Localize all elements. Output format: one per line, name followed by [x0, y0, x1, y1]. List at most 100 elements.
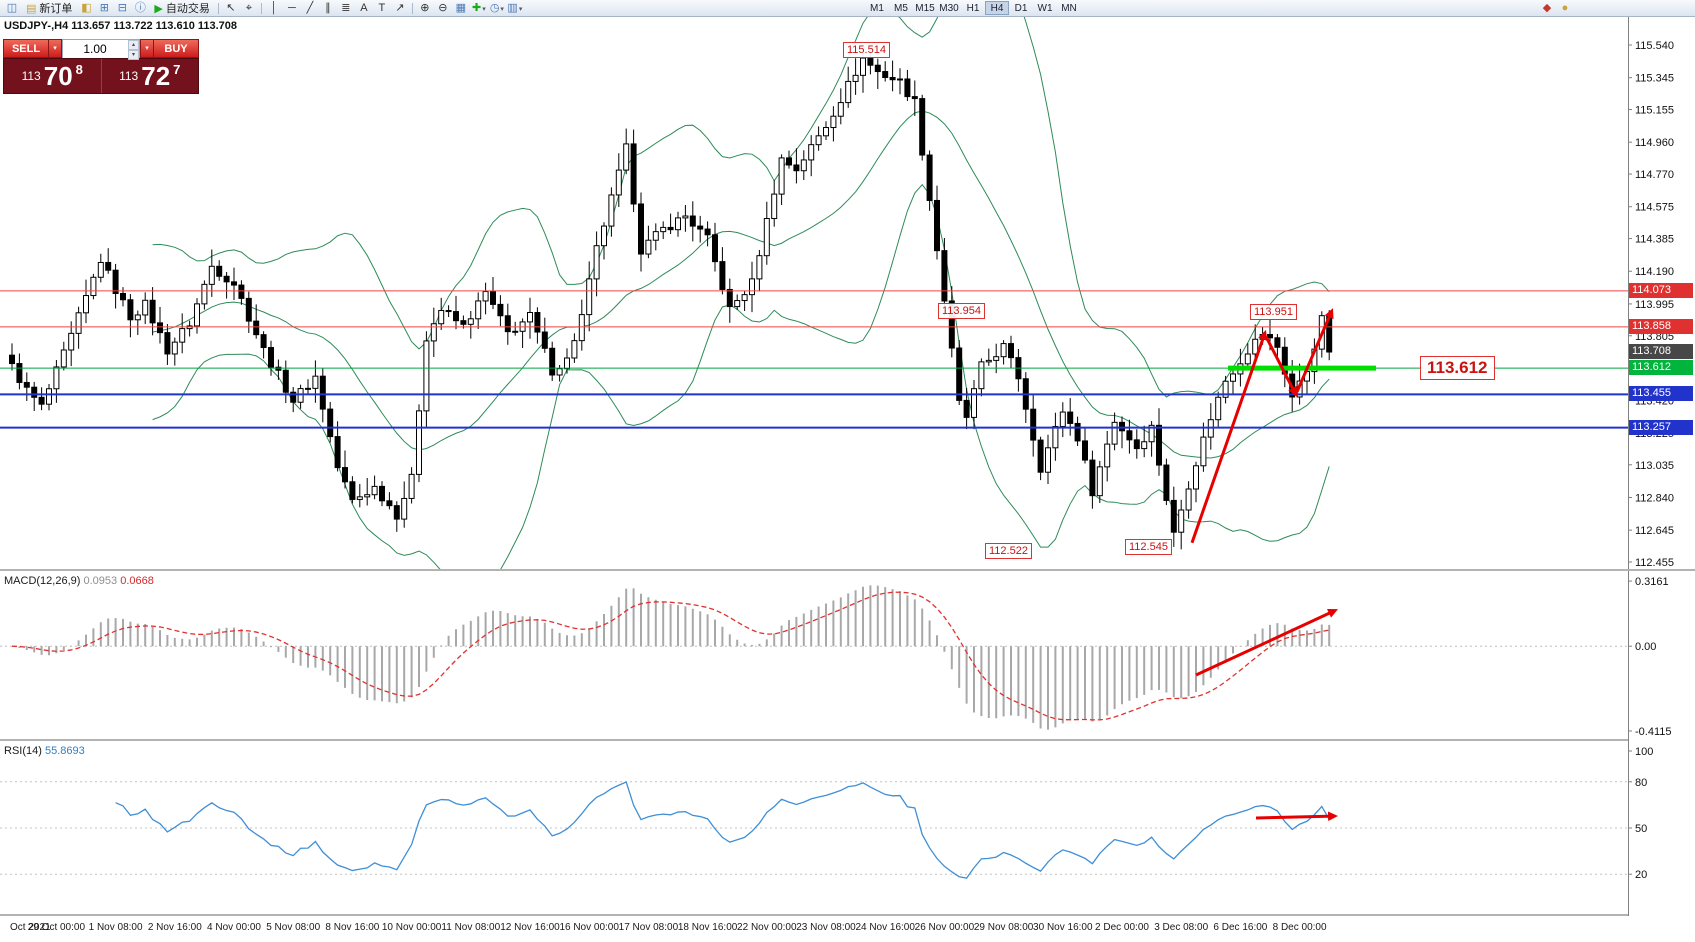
price-axis-tick: 114.575: [1635, 202, 1674, 214]
news-icon[interactable]: ◆: [1539, 1, 1555, 15]
macd-trend-arrow[interactable]: [1195, 608, 1338, 677]
terminal-icon[interactable]: ⊟: [114, 1, 130, 15]
price-tag-113.257[interactable]: 113.257: [1629, 419, 1693, 435]
bollinger-lower-line: [152, 183, 1330, 569]
time-axis-label: 4 Nov 00:00: [207, 922, 261, 933]
navigator-icon[interactable]: ⊞: [96, 1, 112, 15]
tile-windows-icon[interactable]: ▦: [453, 1, 469, 15]
price-tag-113.455[interactable]: 113.455: [1629, 386, 1693, 402]
price-annotation[interactable]: 113.951: [1250, 303, 1297, 320]
price-annotation[interactable]: 112.522: [985, 542, 1032, 559]
new-order-button[interactable]: ▤ 新订单: [21, 1, 77, 16]
volume-down-button[interactable]: ▾: [128, 50, 139, 60]
time-axis-label: 11 Nov 08:00: [441, 922, 501, 933]
help-icon[interactable]: ⓘ: [132, 1, 148, 15]
price-axis-tick: 113.995: [1635, 299, 1674, 311]
trade-controls-row: SELL ▾ ▴ ▾ ▾ BUY: [3, 39, 199, 60]
market-watch-icon[interactable]: ◧: [78, 1, 94, 15]
time-axis-label: 5 Nov 08:00: [266, 922, 321, 933]
autotrade-button-label: 自动交易: [165, 3, 210, 15]
price-annotation[interactable]: 113.612: [1420, 356, 1495, 381]
rsi-trend-arrow[interactable]: [1255, 811, 1338, 822]
time-axis-label: 22 Nov 00:00: [737, 922, 797, 933]
terminal-icon-glyph: ⊟: [117, 2, 128, 14]
fibonacci-icon[interactable]: ≣: [338, 1, 354, 15]
price-annotation[interactable]: 112.545: [1125, 538, 1172, 555]
rsi-svg: 100 80 50 20: [0, 741, 1695, 916]
vline-icon[interactable]: │: [266, 1, 282, 15]
price-axis-tick: 115.155: [1635, 105, 1674, 117]
zoom-in-icon[interactable]: ⊕: [417, 1, 433, 15]
period-icon-glyph: ◷: [489, 2, 500, 14]
template-icon-dropdown[interactable]: ▾: [518, 6, 523, 13]
trend-arrows[interactable]: [1190, 308, 1334, 544]
rsi-panel: 100 80 50 20 RSI(14) 55.8693: [0, 739, 1695, 916]
time-axis-label: 23 Nov 08:00: [796, 922, 856, 933]
macd-axis: 0.3161 0.00 -0.4115: [1628, 571, 1695, 741]
bollinger-middle-line: [152, 110, 1330, 459]
account-icon-glyph: ●: [1561, 2, 1569, 14]
timeframe-button-h1[interactable]: H1: [966, 3, 980, 14]
volume-up-button[interactable]: ▴: [128, 40, 139, 50]
price-annotation[interactable]: 113.954: [938, 303, 985, 320]
timeframe-button-mn[interactable]: MN: [1061, 3, 1077, 14]
text-label-icon-glyph: T: [378, 2, 386, 14]
text-icon[interactable]: A: [356, 1, 372, 15]
horizontal-lines[interactable]: [0, 290, 1628, 429]
sell-button[interactable]: SELL: [3, 39, 49, 58]
timeframe-button-h4[interactable]: H4: [985, 1, 1009, 15]
buy-options-dropdown[interactable]: ▾: [140, 39, 153, 58]
tile-windows-icon-glyph: ▦: [455, 2, 467, 14]
channel-icon[interactable]: ∥: [320, 1, 336, 15]
time-axis-label: 16 Nov 00:00: [559, 922, 619, 933]
price-axis-tick: 113.035: [1635, 460, 1674, 472]
text-label-icon[interactable]: T: [374, 1, 390, 15]
fibonacci-icon-glyph: ≣: [341, 2, 351, 14]
rsi-levels: [0, 781, 1628, 875]
timeframe-button-m5[interactable]: M5: [894, 3, 908, 14]
template-icon[interactable]: ▥▾: [507, 1, 523, 15]
bollinger-upper-line: [152, 17, 1330, 398]
trendline-icon[interactable]: ╱: [302, 1, 318, 15]
arrows-tool-icon[interactable]: ↗: [392, 1, 408, 15]
macd-panel: 0.3161 0.00 -0.4115 MACD(12,26,9) 0.0953 0…: [0, 569, 1695, 741]
indicators-add-icon[interactable]: ✚▾: [471, 1, 487, 15]
time-axis-label: 12 Nov 16:00: [500, 922, 560, 933]
crosshair-icon[interactable]: ⌖: [241, 1, 257, 15]
bid-ask-display: 113 70 8 113 72 7: [3, 58, 199, 94]
rsi-axis-tick: 80: [1635, 777, 1647, 789]
sell-price-prefix: 113: [21, 69, 41, 83]
timeframe-button-w1[interactable]: W1: [1037, 3, 1053, 14]
hline-icon[interactable]: ─: [284, 1, 300, 15]
new-chart-icon[interactable]: ◫: [4, 1, 20, 15]
cursor-icon[interactable]: ↖: [223, 1, 239, 15]
price-tag-114.073[interactable]: 114.073: [1629, 282, 1693, 298]
rsi-axis-tick: 50: [1635, 823, 1647, 835]
sell-price[interactable]: 113 70 8: [4, 59, 101, 93]
time-axis-label: Oct 2021: [10, 922, 51, 933]
period-icon[interactable]: ◷▾: [489, 1, 505, 15]
buy-button[interactable]: BUY: [153, 39, 199, 58]
sell-options-dropdown[interactable]: ▾: [49, 39, 62, 58]
timeframe-button-m1[interactable]: M1: [870, 3, 884, 14]
rsi-value: 55.8693: [44, 745, 85, 757]
price-tag-113.612[interactable]: 113.612: [1629, 360, 1693, 376]
time-axis-label: 18 Nov 16:00: [677, 922, 738, 933]
timeframe-button-m15[interactable]: M15: [915, 3, 935, 14]
price-tag-113.858[interactable]: 113.858: [1629, 318, 1693, 334]
volume-input[interactable]: [63, 40, 139, 58]
chart-ohlc-readout: USDJPY-,H4 113.657 113.722 113.610 113.7…: [4, 20, 238, 32]
toolbar-right-group: ◆ ●: [1538, 1, 1574, 15]
timeframe-button-d1[interactable]: D1: [1014, 3, 1028, 14]
zoom-out-icon[interactable]: ⊖: [435, 1, 451, 15]
price-tag-113.708[interactable]: 113.708: [1629, 344, 1693, 360]
time-axis-label: 8 Nov 16:00: [325, 922, 380, 933]
indicators-add-icon-dropdown[interactable]: ▾: [482, 6, 486, 13]
buy-price[interactable]: 113 72 7: [100, 59, 199, 93]
price-annotation[interactable]: 115.514: [843, 41, 890, 58]
account-icon[interactable]: ●: [1557, 1, 1573, 15]
autotrade-button[interactable]: ▶ 自动交易: [149, 1, 214, 16]
timeframe-button-m30[interactable]: M30: [939, 3, 959, 14]
period-icon-dropdown[interactable]: ▾: [500, 6, 504, 13]
indicators-add-icon-glyph: ✚: [472, 2, 482, 14]
